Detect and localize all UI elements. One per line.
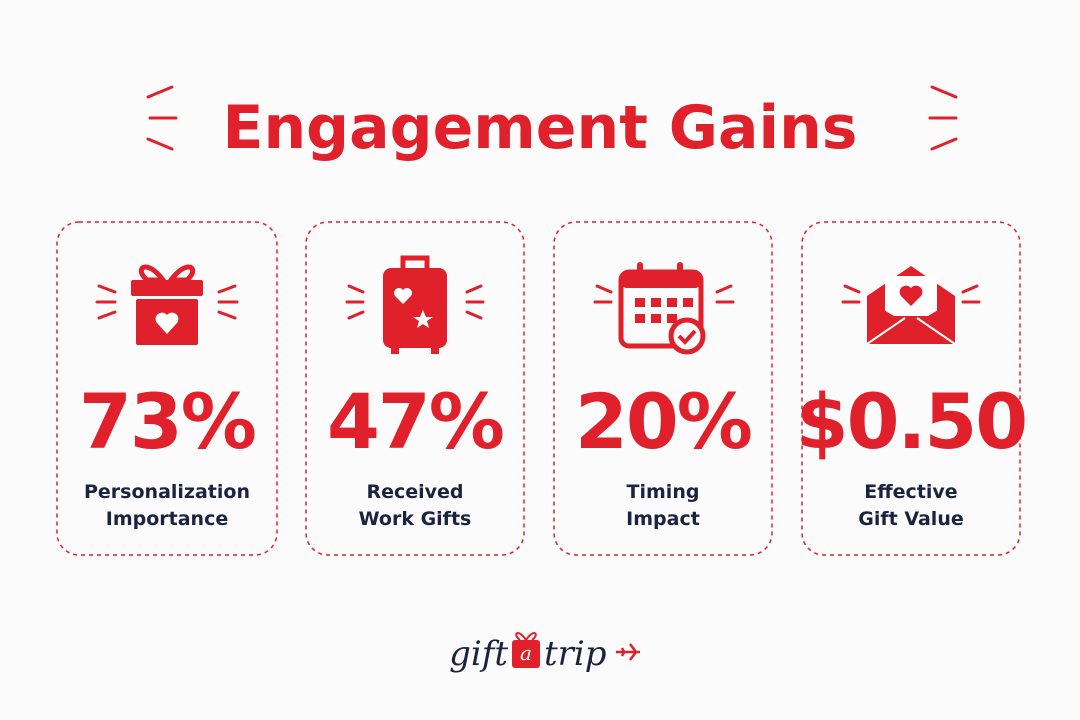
logo-text: a	[520, 641, 532, 665]
stat-label: Effective	[864, 481, 957, 503]
logo-text: gift	[449, 634, 508, 674]
card	[56, 221, 278, 556]
logo-plane	[616, 643, 640, 661]
suitcase-icon	[345, 255, 485, 354]
stat-label: Received	[366, 481, 463, 503]
logo-box	[512, 640, 540, 668]
card	[305, 221, 525, 556]
stat-value: 73%	[79, 377, 255, 466]
title: Engagement Gains	[222, 93, 857, 163]
stat-label: Personalization	[84, 481, 250, 503]
stat-label: Importance	[106, 508, 228, 530]
logo-text: trip	[544, 634, 607, 674]
envelope-icon	[841, 266, 981, 345]
stat-label: Timing	[627, 481, 700, 503]
gift-icon	[95, 264, 239, 345]
calendar-icon	[593, 262, 735, 355]
card	[553, 221, 773, 556]
stat-value: $0.50	[796, 377, 1026, 466]
logo: gift a trip	[449, 632, 640, 674]
stat-label: Work Gifts	[359, 508, 472, 530]
title-decoration	[146, 85, 958, 151]
card	[801, 221, 1021, 556]
stat-label: Impact	[626, 508, 700, 530]
stat-label: Gift Value	[858, 508, 963, 530]
stat-value: 20%	[575, 377, 751, 466]
stat-value: 47%	[327, 377, 503, 466]
